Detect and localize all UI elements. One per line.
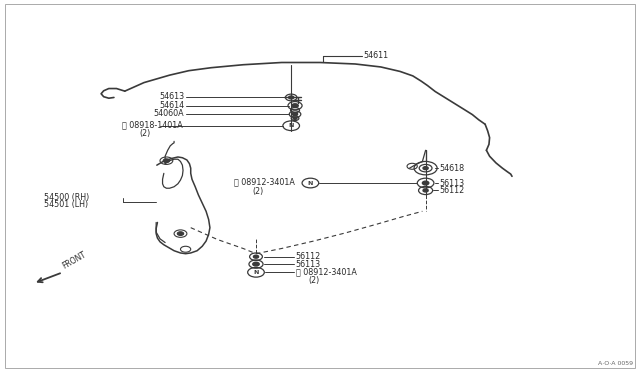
Circle shape	[289, 96, 294, 99]
Circle shape	[292, 104, 298, 108]
Circle shape	[423, 167, 428, 170]
Text: 54618: 54618	[440, 164, 465, 173]
Text: 54500 (RH): 54500 (RH)	[44, 193, 89, 202]
Text: 54611: 54611	[363, 51, 388, 60]
Text: (2): (2)	[140, 129, 151, 138]
Text: N: N	[253, 270, 259, 275]
Text: 54613: 54613	[159, 92, 184, 101]
Text: A·O·A 0059: A·O·A 0059	[598, 362, 634, 366]
Text: FRONT: FRONT	[61, 250, 88, 271]
Text: N: N	[308, 180, 313, 186]
Circle shape	[293, 117, 297, 119]
Circle shape	[423, 189, 428, 192]
Text: 54614: 54614	[159, 101, 184, 110]
Circle shape	[253, 262, 259, 266]
Circle shape	[163, 159, 170, 163]
Text: Ⓝ 08912‑3401A: Ⓝ 08912‑3401A	[234, 178, 294, 187]
Circle shape	[422, 181, 429, 185]
Text: (2): (2)	[253, 187, 264, 196]
Circle shape	[177, 232, 184, 235]
Circle shape	[253, 255, 259, 258]
Text: 56112: 56112	[296, 252, 321, 261]
Text: 56113: 56113	[296, 260, 321, 269]
Text: 56113: 56113	[440, 179, 465, 187]
Text: Ⓝ 08918-1401A: Ⓝ 08918-1401A	[122, 121, 182, 129]
Text: N: N	[289, 123, 294, 128]
Text: 54501 (LH): 54501 (LH)	[44, 200, 88, 209]
Text: Ⓝ 08912‑3401A: Ⓝ 08912‑3401A	[296, 268, 356, 277]
Text: 54060A: 54060A	[154, 109, 184, 118]
Text: (2): (2)	[308, 276, 320, 285]
Text: 56112: 56112	[440, 186, 465, 195]
Circle shape	[292, 113, 298, 116]
